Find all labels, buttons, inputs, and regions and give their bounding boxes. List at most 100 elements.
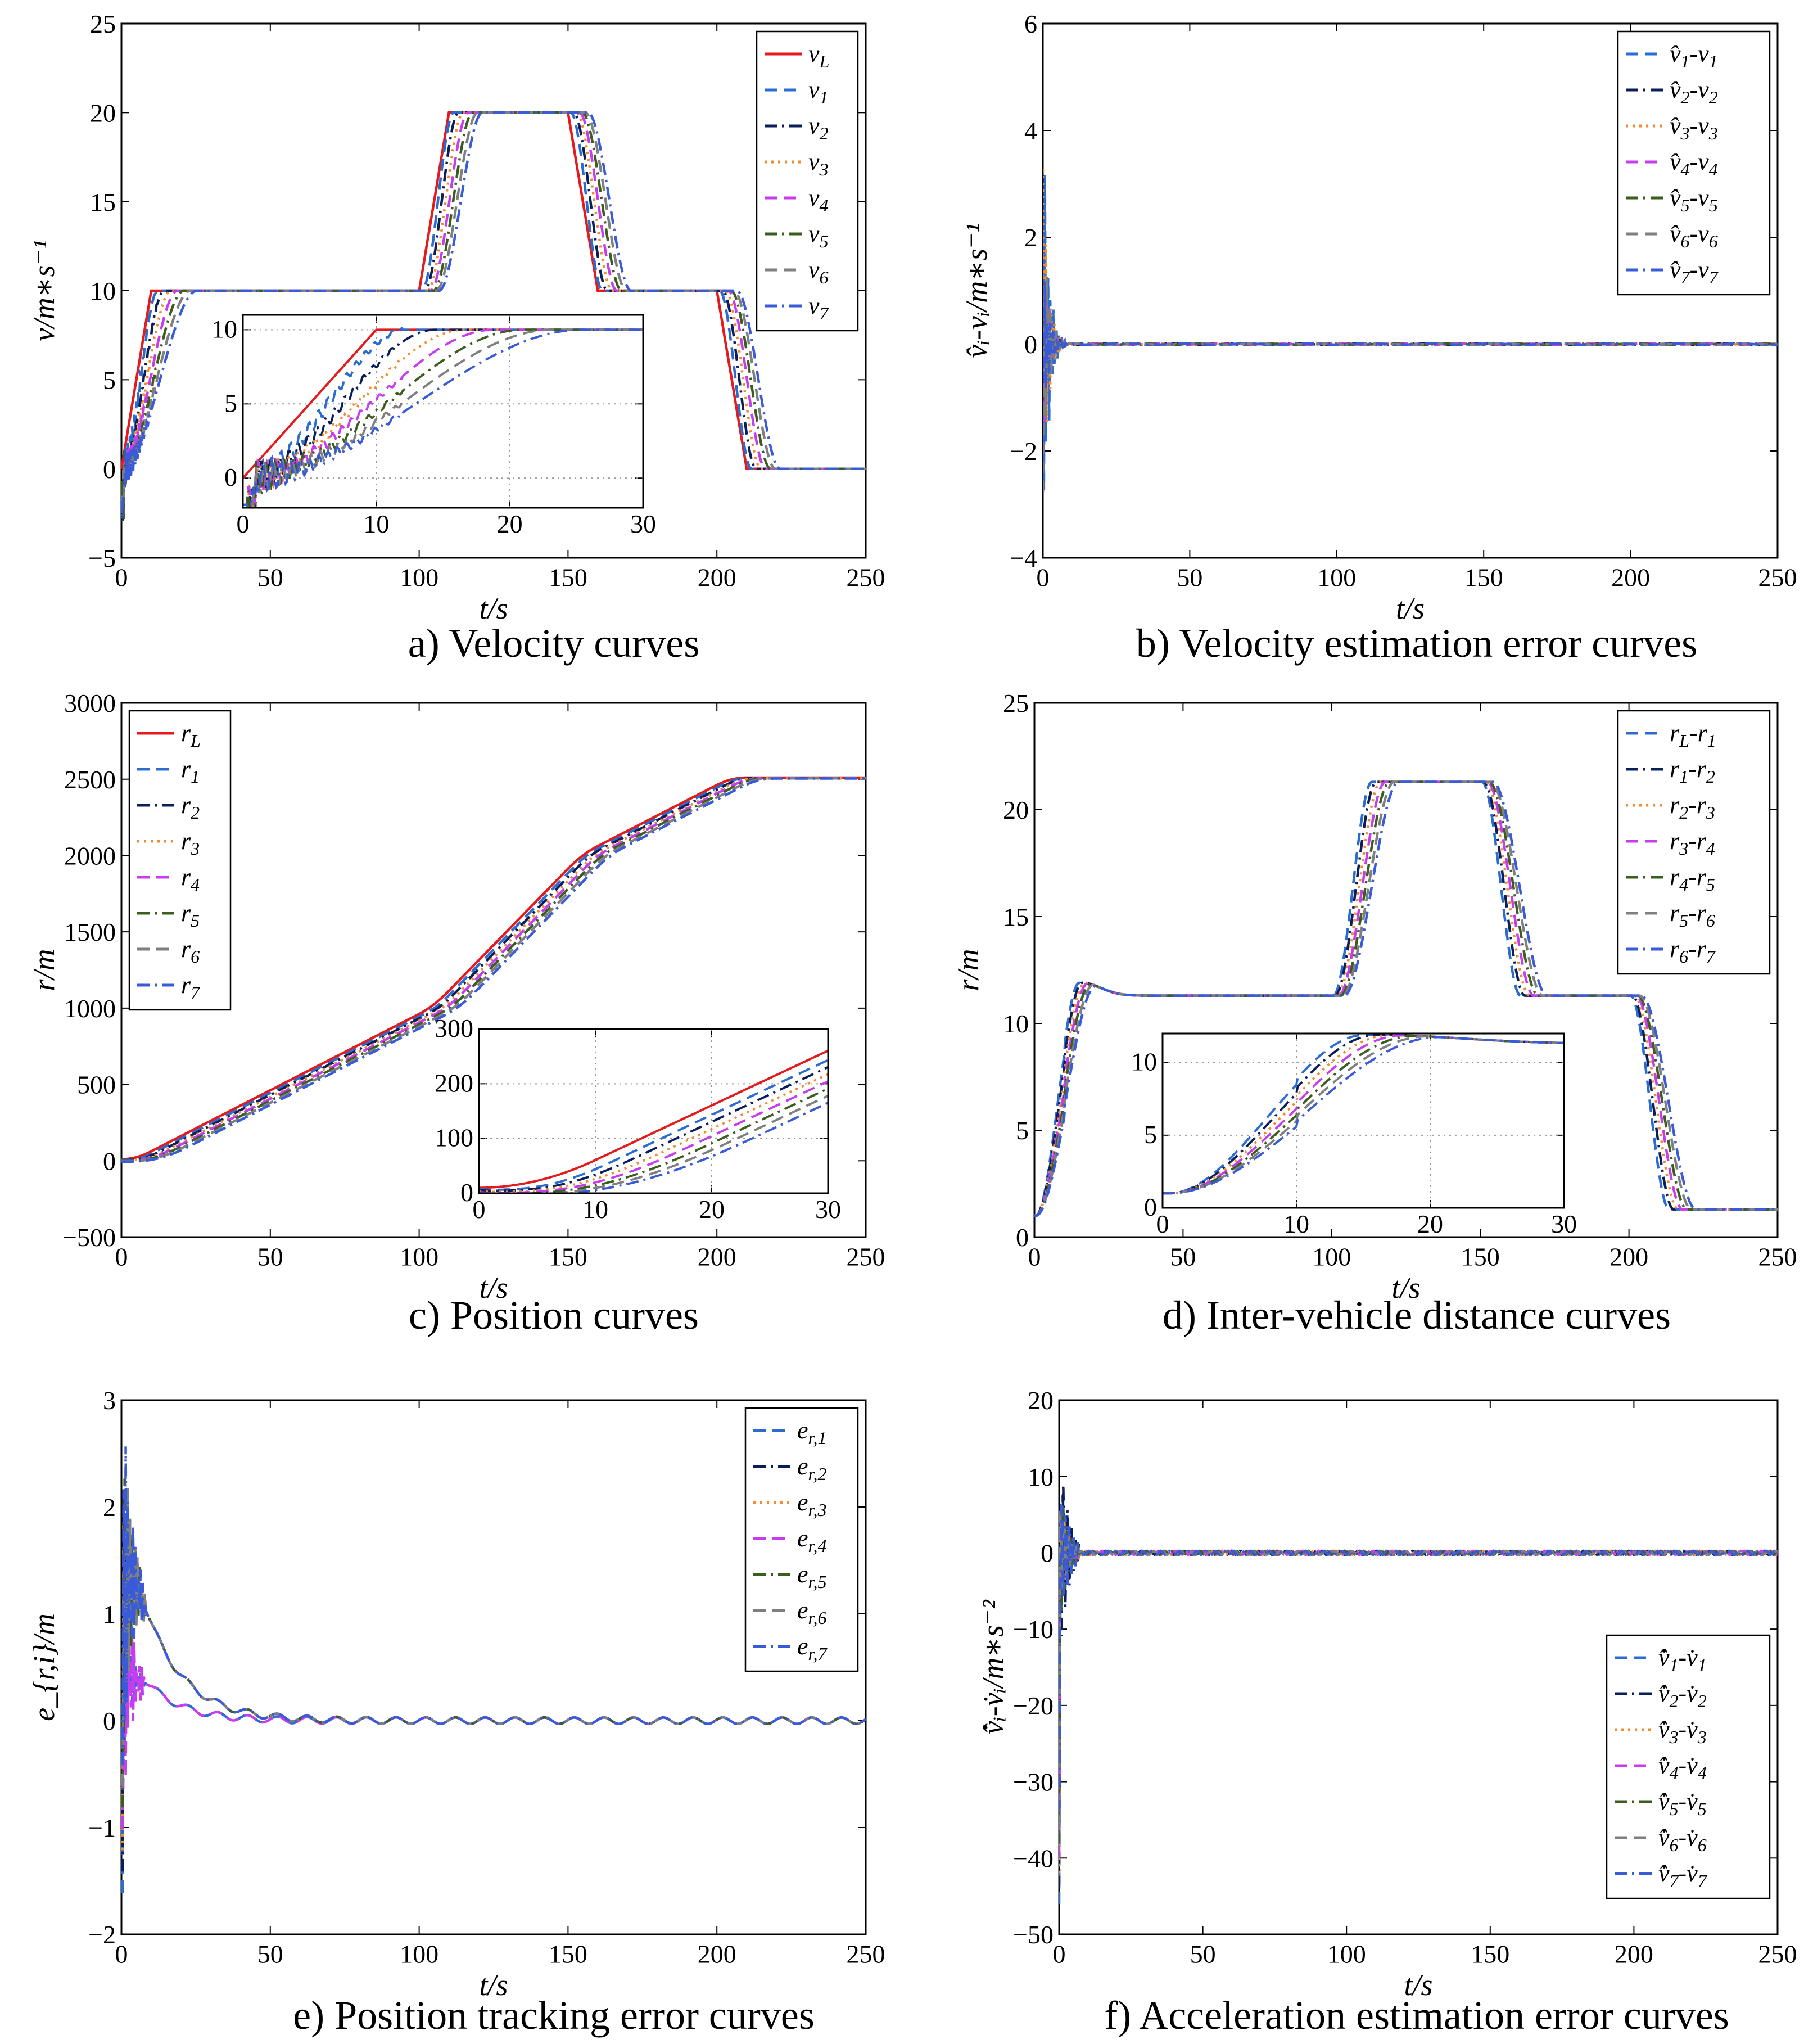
panel-e-legend-label: er,2 [797, 1452, 826, 1484]
panel-a-ytick-label: 20 [90, 98, 116, 127]
panel-e-legend-label: er,7 [797, 1632, 828, 1664]
panel-a-legend-label: v2 [808, 112, 829, 143]
panel-b-legend-label: v̂2-v2 [1670, 76, 1718, 107]
panel-a-inset-frame-top [242, 314, 644, 509]
panel-c: 0 50 100 150 200 250−500050010001500200025003… [27, 689, 885, 1338]
panel-c-legend-label: r7 [181, 971, 201, 1003]
panel-e-frame [120, 1399, 867, 1935]
panel-c-inset-line-r_2 [479, 1066, 828, 1192]
panel-f-legend-label: v̂̇5-v̇5 [1658, 1788, 1707, 1819]
panel-f-xtick-label: 50 [1190, 1940, 1216, 1969]
panel-d-ylabel: r/m [951, 949, 985, 991]
panel-d-line-r_4-r_5 [1034, 780, 1778, 1217]
panel-b-caption: b) Velocity estimation error curves [1136, 621, 1697, 666]
panel-c-inset-line-r_1 [479, 1059, 828, 1192]
panel-c-ytick-label: 1500 [64, 918, 116, 946]
panel-c-inset-ytick-label: 200 [435, 1068, 473, 1097]
panel-c-inset-xtick-label: 30 [815, 1195, 841, 1224]
panel-a-line-v_5 [121, 111, 866, 521]
panel-e-xtick-label: 250 [847, 1940, 885, 1969]
panel-b-xtick-label: 100 [1317, 563, 1356, 592]
panel-a-legend-label: v6 [808, 256, 829, 287]
panel-a-inset-ytick-label: 10 [211, 314, 237, 343]
panel-a-inset: 0 10 20 30 0 5 10 [211, 314, 656, 538]
panel-a-xtick-label: 200 [698, 563, 736, 592]
panel-c-ytick-label: −500 [62, 1223, 116, 1252]
panel-e-legend-label: er,5 [797, 1560, 826, 1592]
panel-c-legend-label: r3 [181, 827, 200, 859]
panel-b-series-group [1043, 169, 1778, 493]
panel-d-series-group [1034, 780, 1778, 1217]
panel-a-inset-line-v_6 [243, 328, 643, 508]
panel-d-legend: rL-r1 r1-r2 r2-r3 r3-r4 r4-r5 r5-r6 r6-r7 [1617, 710, 1771, 975]
panel-c-line-r_6 [121, 777, 866, 1163]
panel-c-xlabel: t/s [479, 1271, 508, 1305]
panel-c-inset-xtick-label: 20 [699, 1195, 725, 1224]
panel-d-ytick-label: 10 [1003, 1009, 1029, 1038]
panel-d-ytick-label: 15 [1003, 903, 1029, 931]
panel-d-legend-label: r6-r7 [1670, 935, 1716, 967]
panel-c-inset-line-r_7 [559, 1102, 828, 1193]
panel-b-legend-box [1617, 30, 1771, 296]
panel-c-legend-label: r5 [181, 899, 200, 931]
panel-f-series-group [1059, 1485, 1778, 1904]
panel-a-legend-box [756, 30, 859, 332]
panel-c-ylabel: r/m [27, 949, 61, 991]
panel-a-xlabel: t/s [479, 592, 508, 625]
panel-f-legend-label: v̂̇7-v̇7 [1658, 1860, 1708, 1891]
panel-f-caption: f) Acceleration estimation error curves [1104, 1993, 1729, 2038]
panel-d-legend-box [1617, 710, 1771, 975]
panel-f-xtick-label: 100 [1327, 1940, 1366, 1969]
panel-c-xtick-label: 100 [400, 1243, 438, 1271]
panel-c-ytick-label: 3000 [64, 689, 116, 718]
panel-e-ytick-label: 2 [103, 1493, 116, 1522]
panel-b-ytick-label: 2 [1024, 223, 1037, 252]
panel-c-caption: c) Position curves [409, 1293, 699, 1338]
panel-c-xtick-label: 200 [698, 1243, 736, 1271]
panel-a-inset-xtick-label: 10 [363, 509, 389, 538]
panel-a-inset-ytick-label: 0 [224, 463, 237, 491]
panel-e-legend-label: er,1 [797, 1416, 826, 1448]
panel-e-legend-label: er,4 [797, 1524, 826, 1556]
panel-a-inset-xtick-label: 20 [497, 509, 523, 538]
panel-c-inset-line-r_4 [479, 1080, 828, 1193]
panel-c-ytick-label: 0 [103, 1147, 116, 1175]
panel-a-xtick-label: 150 [549, 563, 587, 592]
panel-a-inset-ytick-label: 5 [224, 389, 237, 417]
panel-c-inset-ytick-label: 300 [435, 1014, 473, 1043]
panel-a-inset-series-group [243, 326, 643, 508]
panel-a-caption: a) Velocity curves [408, 621, 699, 666]
panel-f-ytick-label: 10 [1028, 1463, 1054, 1491]
panel-e-legend-label: er,3 [797, 1488, 826, 1520]
panel-b-ytick-label: 4 [1024, 116, 1037, 145]
panel-d-inset-line-r_5-r_6 [1163, 1035, 1564, 1195]
panel-d-xtick-label: 50 [1170, 1243, 1196, 1271]
panel-a-legend: vL v1 v2 v3 v4 v5 v6 v7 [756, 30, 859, 332]
panel-a-ytick-label: 10 [90, 277, 116, 305]
panel-f-ytick-label: 0 [1041, 1539, 1054, 1568]
panel-c-line-r_2 [121, 777, 866, 1162]
panel-f-legend-label: v̂̇2-v̇2 [1658, 1680, 1707, 1711]
panel-c-series-group [121, 776, 866, 1163]
panel-c-ytick-label: 1000 [64, 994, 116, 1023]
panel-e-caption: e) Position tracking error curves [293, 1993, 815, 2038]
panel-a-legend-label: v5 [808, 220, 829, 251]
panel-d-xlabel: t/s [1391, 1271, 1420, 1305]
panel-c-xtick-label: 150 [549, 1243, 587, 1271]
panel-a-ytick-label: 0 [103, 455, 116, 484]
panel-a-legend-label: v4 [808, 184, 829, 215]
panel-d-caption: d) Inter-vehicle distance curves [1163, 1293, 1671, 1338]
panel-d-inset-xtick-label: 10 [1283, 1210, 1309, 1238]
panel-c-legend: rL r1 r2 r3 r4 r5 r6 r7 [128, 710, 232, 1011]
panel-e-ylabel: e_{r,i}/m [27, 1613, 61, 1721]
panel-c-line-r_3 [121, 777, 866, 1162]
panel-f-ylabel: v̂̇ᵢ-v̇ᵢ/m∗s⁻² [976, 1599, 1010, 1734]
panel-d-xtick-label: 250 [1758, 1243, 1797, 1271]
panel-e-ytick-label: −1 [88, 1813, 116, 1842]
panel-c-line-r_1 [121, 777, 866, 1161]
panel-f-line-v̂̇_7-v̇_7 [1059, 1502, 1778, 1812]
panel-b-legend-label: v̂7-v7 [1670, 256, 1719, 287]
